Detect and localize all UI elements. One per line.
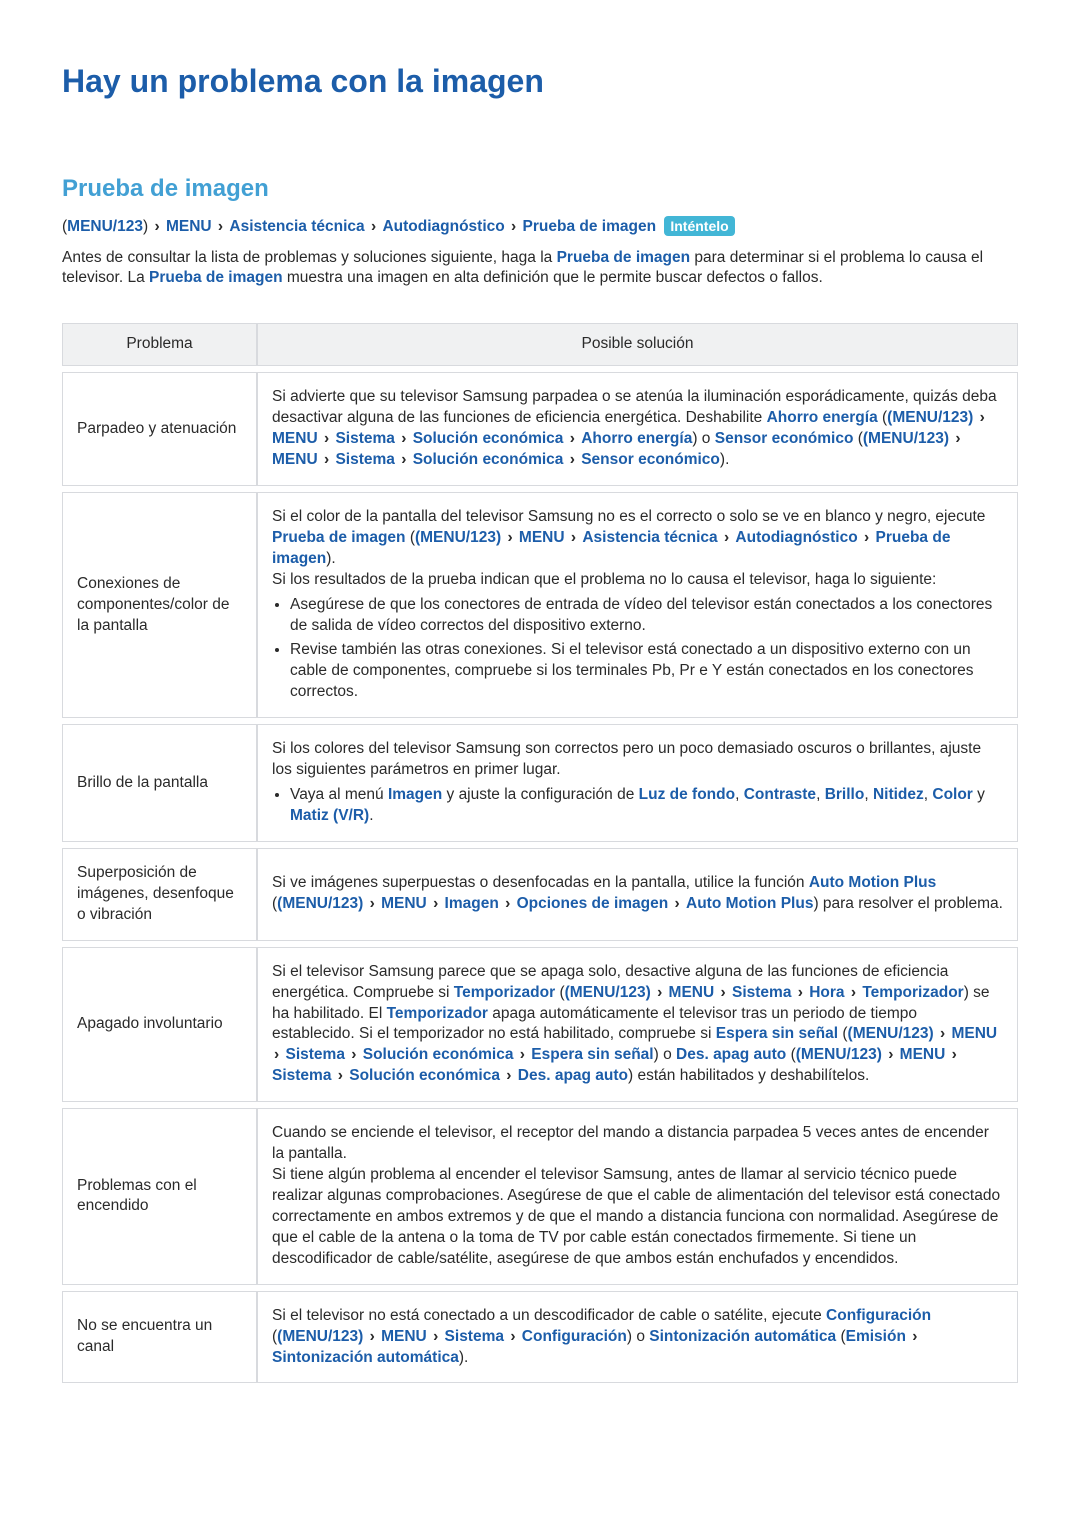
troubleshooting-table: Problema Posible solución Parpadeo y ate…	[62, 317, 1018, 1389]
intro-text: Antes de consultar la lista de problemas…	[62, 248, 1018, 290]
table-row: Brillo de la pantalla Si los colores del…	[62, 724, 1018, 842]
inline-link[interactable]: Prueba de imagen	[272, 529, 406, 546]
breadcrumb: (MENU/123) › MENU › Asistencia técnica ›…	[62, 216, 1018, 238]
chevron-right-icon: ›	[511, 218, 516, 235]
path-item[interactable]: MENU	[166, 218, 212, 235]
path-item[interactable]: Autodiagnóstico	[382, 218, 504, 235]
solution-cell: Si advierte que su televisor Samsung par…	[257, 372, 1018, 486]
solution-cell: Si ve imágenes superpuestas o desenfocad…	[257, 848, 1018, 941]
list-item: Revise también las otras conexiones. Si …	[290, 640, 1003, 703]
try-button[interactable]: Inténtelo	[664, 216, 734, 237]
column-header: Posible solución	[257, 323, 1018, 366]
problem-cell: Problemas con el encendido	[62, 1108, 257, 1284]
problem-cell: Parpadeo y atenuación	[62, 372, 257, 486]
solution-cell: Si el televisor Samsung parece que se ap…	[257, 947, 1018, 1103]
path-item[interactable]: Asistencia técnica	[229, 218, 364, 235]
column-header: Problema	[62, 323, 257, 366]
table-row: Parpadeo y atenuación Si advierte que su…	[62, 372, 1018, 486]
inline-link[interactable]: Auto Motion Plus	[809, 874, 936, 891]
solution-cell: Si el color de la pantalla del televisor…	[257, 492, 1018, 718]
list-item: Vaya al menú Imagen y ajuste la configur…	[290, 785, 1003, 827]
problem-cell: Brillo de la pantalla	[62, 724, 257, 842]
table-row: Apagado involuntario Si el televisor Sam…	[62, 947, 1018, 1103]
inline-link[interactable]: Prueba de imagen	[149, 269, 283, 286]
problem-cell: No se encuentra un canal	[62, 1291, 257, 1384]
chevron-right-icon: ›	[371, 218, 376, 235]
solution-cell: Cuando se enciende el televisor, el rece…	[257, 1108, 1018, 1284]
chevron-right-icon: ›	[154, 218, 159, 235]
solution-cell: Si los colores del televisor Samsung son…	[257, 724, 1018, 842]
problem-cell: Conexiones de componentes/color de la pa…	[62, 492, 257, 718]
table-row: Conexiones de componentes/color de la pa…	[62, 492, 1018, 718]
inline-link[interactable]: Ahorro energía	[767, 409, 878, 426]
inline-link[interactable]: Sensor económico	[715, 430, 854, 447]
problem-cell: Apagado involuntario	[62, 947, 257, 1103]
list-item: Asegúrese de que los conectores de entra…	[290, 595, 1003, 637]
solution-cell: Si el televisor no está conectado a un d…	[257, 1291, 1018, 1384]
path-item[interactable]: MENU/123	[67, 218, 143, 235]
problem-cell: Superposición de imágenes, desenfoque o …	[62, 848, 257, 941]
path-item[interactable]: Prueba de imagen	[523, 218, 657, 235]
chevron-right-icon: ›	[218, 218, 223, 235]
table-row: No se encuentra un canal Si el televisor…	[62, 1291, 1018, 1384]
table-row: Superposición de imágenes, desenfoque o …	[62, 848, 1018, 941]
page-title: Hay un problema con la imagen	[62, 60, 1018, 103]
section-title: Prueba de imagen	[62, 173, 1018, 205]
table-row: Problemas con el encendido Cuando se enc…	[62, 1108, 1018, 1284]
inline-link[interactable]: Prueba de imagen	[557, 249, 691, 266]
